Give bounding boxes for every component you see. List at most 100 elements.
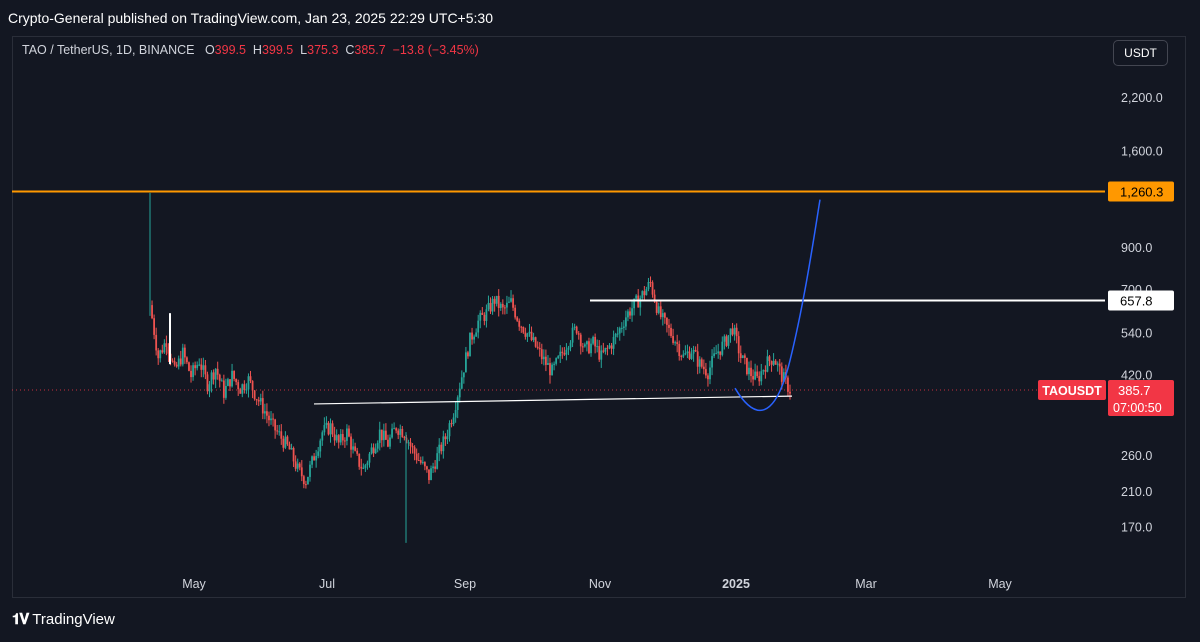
footer-bar <box>0 604 1200 642</box>
candle-body <box>464 352 467 373</box>
candle-body <box>641 291 644 298</box>
candle-body <box>286 436 289 445</box>
candle-body <box>364 465 367 468</box>
candle-body <box>700 359 703 367</box>
candle-body <box>274 419 277 431</box>
candle-body <box>302 476 305 485</box>
candle-body <box>696 351 699 367</box>
candle-body <box>151 305 153 319</box>
candle-body <box>356 450 359 454</box>
candle-body <box>678 343 681 357</box>
x-tick-label: Jul <box>319 577 335 591</box>
currency-button[interactable]: USDT <box>1113 40 1168 66</box>
candle-body <box>649 282 652 284</box>
candle-body <box>766 356 769 372</box>
candle-body <box>272 418 274 420</box>
symbol-label[interactable]: TAO / TetherUS, 1D, BINANCE <box>22 43 195 57</box>
candle-body <box>748 367 750 375</box>
candle-body <box>350 436 352 450</box>
candle-body <box>479 312 482 321</box>
candle-body <box>253 390 256 400</box>
candle-body <box>235 378 238 383</box>
candle-body <box>674 342 677 344</box>
candle-body <box>245 389 248 391</box>
candle-body <box>622 326 625 328</box>
candle-body <box>462 372 465 378</box>
candle-body <box>370 447 373 454</box>
candle-body <box>592 336 594 344</box>
candle-body <box>754 371 757 380</box>
candle-body <box>458 388 461 398</box>
candle-body <box>257 399 260 402</box>
candle-body <box>282 438 285 448</box>
candle-body <box>157 350 160 359</box>
candle-body <box>243 384 246 390</box>
candle-body <box>165 343 168 347</box>
candle-body <box>467 352 469 357</box>
candle-body <box>233 370 236 379</box>
candle-body <box>323 425 326 433</box>
candle-body <box>393 428 396 430</box>
candle-body <box>354 446 357 451</box>
candle-body <box>586 341 588 345</box>
candle-body <box>327 422 330 435</box>
candle-body <box>612 336 615 349</box>
candle-body <box>661 313 664 318</box>
candle-body <box>577 333 580 335</box>
candle-body <box>538 347 541 350</box>
candle-body <box>475 332 478 337</box>
candle-body <box>493 298 496 304</box>
candle-body <box>372 447 375 454</box>
candle-body <box>153 318 156 335</box>
candle-body <box>707 375 709 380</box>
candle-body <box>210 372 213 385</box>
candle-body <box>721 341 724 355</box>
high-label: H <box>252 43 262 57</box>
candle-body <box>202 365 205 370</box>
candle-body <box>534 337 537 347</box>
candle-body <box>782 372 785 382</box>
x-tick-label: 2025 <box>722 577 750 591</box>
candle-body <box>686 351 689 353</box>
candle-body <box>317 451 320 456</box>
candle-body <box>768 356 771 362</box>
tradingview-logo[interactable]: 𝟏𝐕 TradingView <box>12 611 115 628</box>
chart-pane[interactable] <box>12 36 1186 598</box>
candle-body <box>481 312 484 315</box>
low-value: 375.3 <box>307 43 339 57</box>
candle-body <box>389 437 391 447</box>
candle-body <box>575 326 578 334</box>
candle-body <box>743 355 746 358</box>
candle-body <box>315 455 318 461</box>
candle-body <box>758 376 761 382</box>
change-value: −13.8 (−3.45%) <box>392 43 479 57</box>
candle-body <box>778 363 781 367</box>
candle-body <box>249 376 252 381</box>
candle-body <box>579 334 582 347</box>
candle-body <box>186 357 188 363</box>
candle-body <box>192 365 194 378</box>
candle-body <box>633 298 636 309</box>
projection-curve <box>734 199 821 412</box>
candle-body <box>222 380 225 398</box>
candle-body <box>581 346 584 348</box>
y-tick-label: 260.0 <box>1121 449 1152 463</box>
candle-body <box>446 436 449 440</box>
candle-body <box>298 463 301 468</box>
candle-body <box>561 351 564 354</box>
candle-body <box>571 327 574 343</box>
candle-body <box>206 374 209 392</box>
candle-body <box>713 353 716 357</box>
candle-body <box>360 466 363 469</box>
candle-body <box>547 363 549 365</box>
candle-body <box>436 453 439 469</box>
candle-body <box>348 428 350 437</box>
candle-body <box>756 371 759 377</box>
candle-body <box>198 364 201 366</box>
candle-body <box>635 295 638 299</box>
candle-body <box>698 359 701 367</box>
candle-body <box>276 430 279 432</box>
candle-body <box>536 346 539 348</box>
candle-body <box>723 336 726 342</box>
